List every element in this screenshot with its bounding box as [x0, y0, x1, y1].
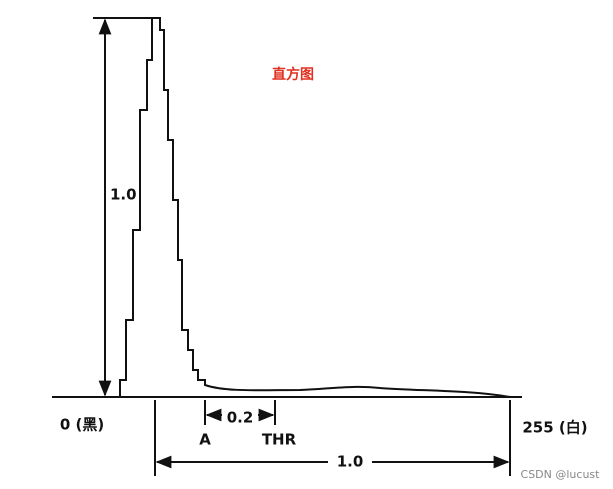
left-end-label: 0 (黑)	[60, 416, 104, 434]
width-label: 1.0	[337, 453, 364, 471]
height-label: 1.0	[110, 186, 137, 204]
gap-label: 0.2	[227, 409, 254, 427]
right-end-label: 255 (白)	[522, 419, 587, 437]
watermark: CSDN @lucust	[521, 468, 601, 481]
histogram	[112, 17, 511, 398]
point-label: A	[199, 431, 211, 449]
threshold-label: THR	[262, 431, 297, 449]
title: 直方图	[272, 66, 314, 83]
